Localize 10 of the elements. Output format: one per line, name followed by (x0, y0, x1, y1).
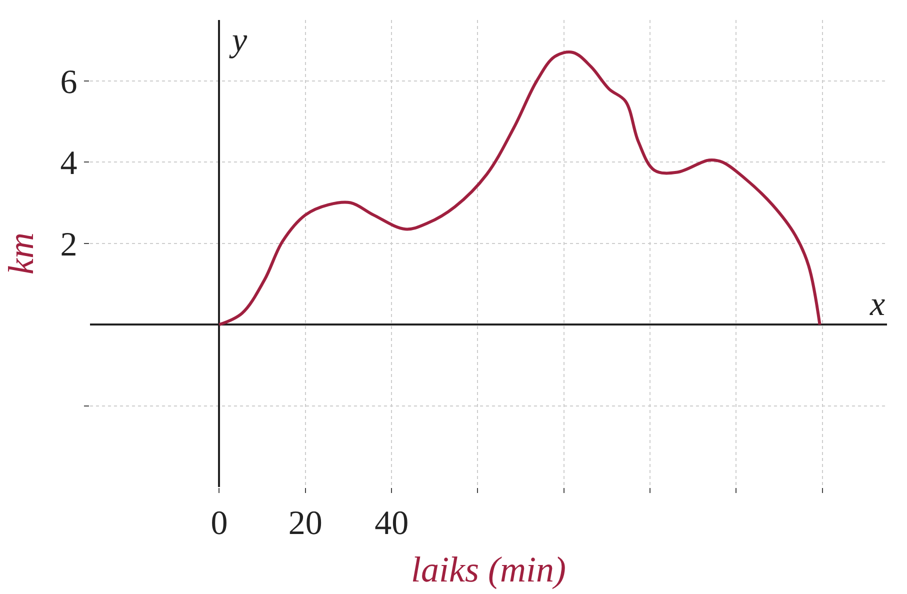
annotation: y (229, 22, 248, 59)
x-tick-label: 40 (374, 504, 409, 542)
x-tick-label: 0 (210, 504, 228, 542)
y-tick-label: 4 (60, 145, 78, 182)
x-axis-title: laiks (min) (411, 550, 566, 590)
annotation: x (869, 286, 886, 323)
y-axis-title: km (1, 232, 42, 274)
x-tick-label: 20 (288, 504, 322, 542)
y-tick-label: 6 (60, 64, 78, 101)
y-tick-label: 2 (60, 226, 78, 264)
